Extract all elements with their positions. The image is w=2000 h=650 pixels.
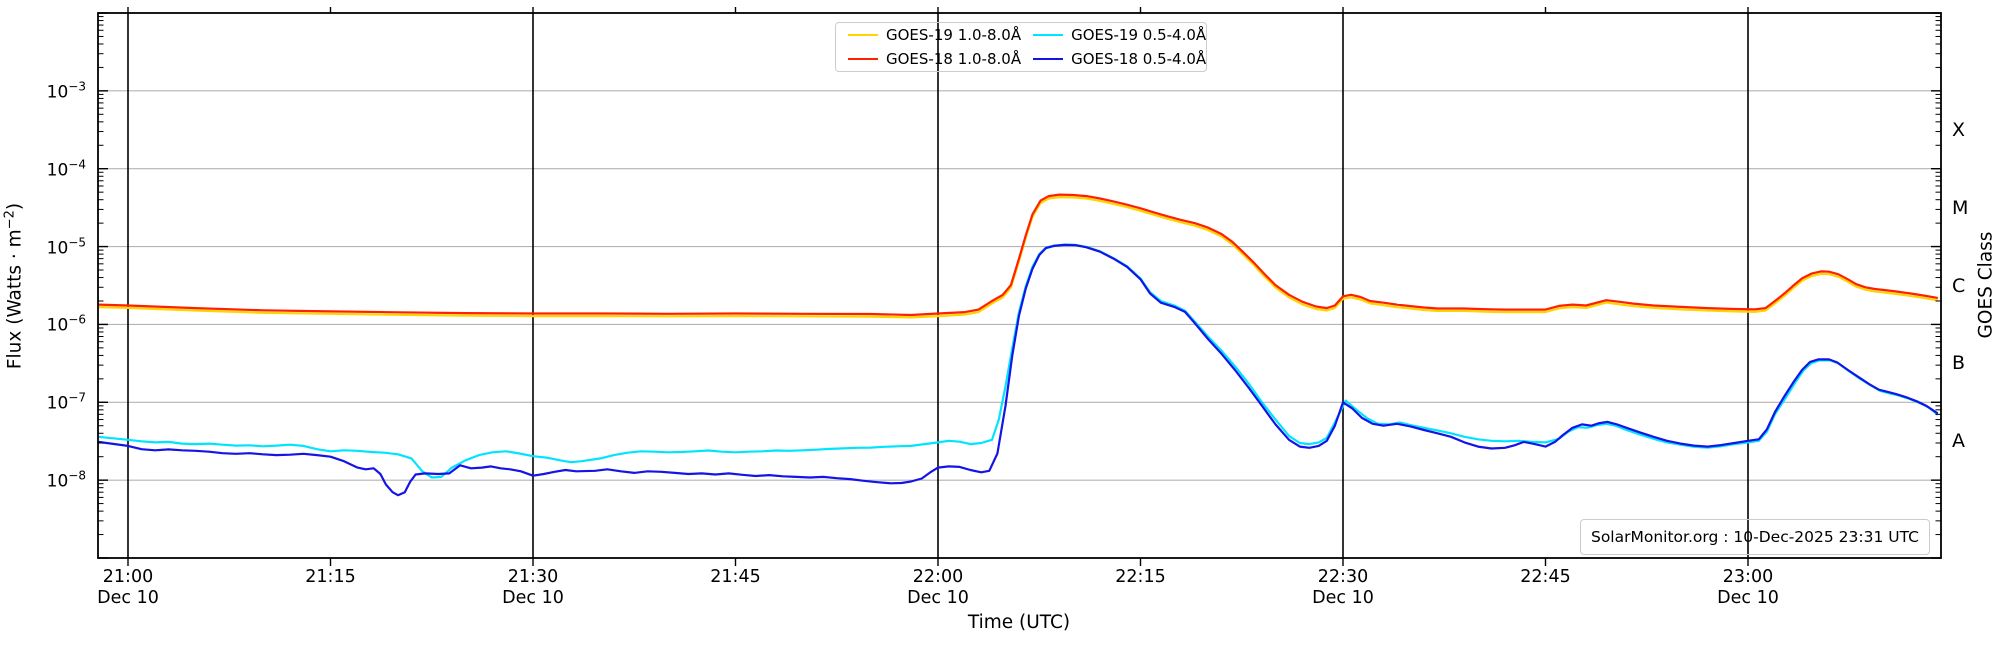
ytick-label-1e-3: 10−3	[46, 79, 86, 103]
y-axis-title: Flux (Watts · m−2)	[2, 202, 26, 370]
xtick-sublabel-date: Dec 10	[1717, 588, 1779, 608]
plot-border	[97, 12, 1942, 559]
series-line	[98, 243, 1939, 497]
ytick-label-1e-7: 10−7	[46, 390, 86, 414]
xtick-label-23:00: 23:00 Dec 10	[1717, 567, 1779, 608]
legend-line-swatch	[848, 34, 878, 36]
series-line	[98, 243, 1939, 479]
xtick-sublabel-date: Dec 10	[1312, 588, 1374, 608]
xtick-label-21:45: 21:45	[710, 567, 761, 587]
credit-box: SolarMonitor.org : 10-Dec-2025 23:31 UTC	[1580, 519, 1930, 555]
goes-class-A: A	[1952, 430, 1965, 453]
legend-entry: GOES-19 0.5-4.0Å	[1021, 26, 1206, 44]
legend-entry: GOES-18 1.0-8.0Å	[836, 50, 1021, 68]
series-group	[98, 193, 1939, 497]
xtick-label-21:15: 21:15	[305, 567, 356, 587]
legend-label: GOES-18 0.5-4.0Å	[1071, 50, 1207, 68]
ytick-label-1e-8: 10−8	[46, 468, 86, 492]
ytick-label-1e-4: 10−4	[46, 157, 86, 181]
ytick-label-1e-6: 10−6	[46, 313, 86, 336]
series-line	[98, 193, 1939, 317]
legend-label: GOES-19 1.0-8.0Å	[886, 26, 1022, 44]
xtick-sublabel-date: Dec 10	[907, 588, 969, 608]
legend-entry: GOES-18 0.5-4.0Å	[1021, 50, 1206, 68]
xtick-sublabel-date: Dec 10	[97, 588, 159, 608]
xtick-label-22:15: 22:15	[1115, 567, 1166, 587]
goes-class-X: X	[1952, 118, 1966, 141]
goes-class-B: B	[1952, 352, 1966, 375]
credit-text: SolarMonitor.org : 10-Dec-2025 23:31 UTC	[1590, 528, 1920, 546]
legend-line-swatch	[848, 58, 878, 60]
right-axis-title: GOES Class	[1975, 231, 1997, 339]
series-line	[98, 196, 1939, 319]
legend-line-swatch	[1033, 58, 1064, 60]
xtick-label-21:00: 21:00 Dec 10	[97, 567, 159, 608]
legend-entry: GOES-19 1.0-8.0Å	[836, 26, 1021, 44]
xtick-sublabel-date: Dec 10	[502, 588, 564, 608]
xtick-label-21:30: 21:30 Dec 10	[502, 567, 564, 608]
legend-line-swatch	[1033, 34, 1064, 36]
xtick-label-22:30: 22:30 Dec 10	[1312, 567, 1374, 608]
goes-class-M: M	[1952, 196, 1969, 219]
goes-class-C: C	[1952, 274, 1966, 297]
legend-label: GOES-19 0.5-4.0Å	[1071, 26, 1207, 44]
xtick-label-22:00: 22:00 Dec 10	[907, 567, 969, 608]
legend-label: GOES-18 1.0-8.0Å	[886, 50, 1022, 68]
x-axis-title: Time (UTC)	[967, 612, 1071, 633]
legend: GOES-19 1.0-8.0Å GOES-18 1.0-8.0Å GOES-19 …	[835, 22, 1207, 72]
xtick-label-22:45: 22:45	[1520, 567, 1571, 587]
ytick-label-1e-5: 10−5	[46, 235, 86, 258]
